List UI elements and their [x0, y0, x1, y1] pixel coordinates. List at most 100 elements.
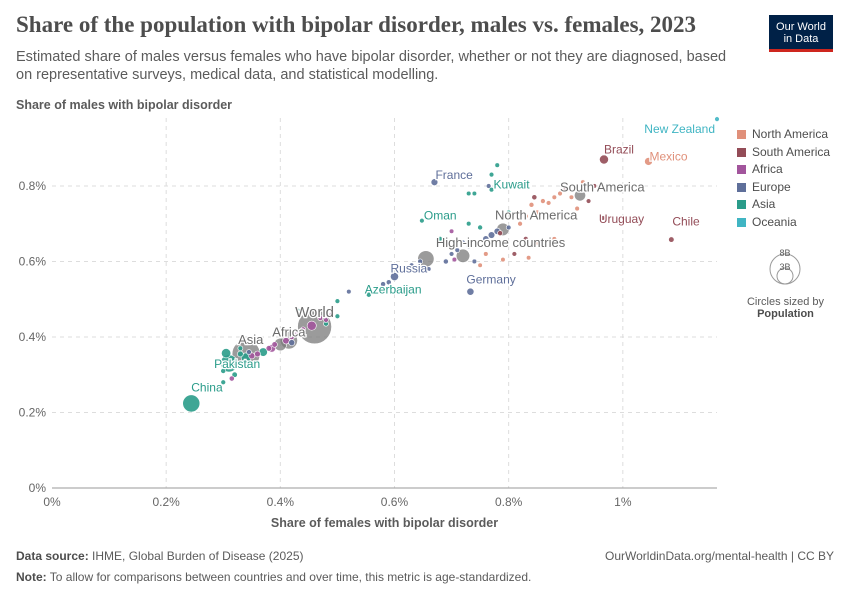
data-point[interactable] [460, 239, 466, 246]
data-point[interactable] [591, 183, 597, 189]
data-point[interactable] [497, 230, 503, 237]
data-point[interactable] [477, 224, 483, 231]
data-point[interactable] [334, 298, 341, 304]
data-source-text[interactable]: IHME, Global Burden of Disease (2025) [92, 549, 304, 563]
data-source: Data source: IHME, Global Burden of Dise… [16, 549, 303, 563]
point-russia[interactable] [390, 272, 399, 281]
data-point[interactable] [237, 350, 244, 358]
data-point[interactable] [477, 262, 483, 268]
data-point[interactable] [306, 320, 317, 331]
data-point[interactable] [265, 345, 273, 352]
data-point[interactable] [451, 256, 458, 263]
data-point[interactable] [506, 209, 512, 215]
data-point[interactable] [534, 209, 540, 216]
legend-item-oceania[interactable]: Oceania [737, 215, 797, 229]
data-point[interactable] [482, 235, 490, 243]
data-point[interactable] [523, 236, 529, 242]
data-point[interactable] [540, 198, 546, 204]
data-point[interactable] [246, 349, 252, 355]
data-point[interactable] [528, 202, 535, 208]
legend-item-europe[interactable]: Europe [737, 180, 791, 194]
data-point[interactable] [254, 350, 261, 358]
data-point[interactable] [228, 375, 235, 382]
data-point[interactable] [551, 236, 557, 242]
owid-logo[interactable]: Our World in Data [769, 15, 833, 52]
point-south-america[interactable] [574, 189, 586, 202]
point-pakistan[interactable] [221, 348, 232, 359]
data-point[interactable] [288, 339, 296, 347]
point-chile[interactable] [668, 236, 675, 243]
y-tick-label: 0.2% [19, 405, 47, 419]
data-point[interactable] [568, 194, 575, 200]
data-point[interactable] [466, 221, 472, 227]
data-point[interactable] [574, 205, 580, 212]
data-point[interactable] [437, 236, 443, 242]
data-point[interactable] [329, 311, 335, 318]
data-point[interactable] [288, 334, 295, 340]
point-uruguay[interactable] [600, 215, 606, 221]
data-point[interactable] [454, 247, 461, 253]
legend-item-africa[interactable]: Africa [737, 162, 783, 176]
scatter-points[interactable] [182, 116, 720, 413]
data-point[interactable] [408, 262, 415, 268]
data-point[interactable] [487, 231, 496, 239]
data-point[interactable] [220, 368, 227, 374]
point-china[interactable] [182, 394, 201, 413]
data-point[interactable] [466, 243, 472, 250]
data-point[interactable] [488, 171, 495, 178]
data-point[interactable] [346, 289, 352, 295]
data-point[interactable] [455, 248, 471, 263]
legend-item-south-america[interactable]: South America [737, 145, 830, 159]
data-point[interactable] [500, 256, 506, 263]
data-point[interactable] [334, 313, 341, 319]
data-point[interactable] [448, 228, 455, 234]
data-point[interactable] [483, 251, 489, 257]
data-point[interactable] [294, 307, 301, 314]
data-point[interactable] [531, 194, 538, 201]
data-point[interactable] [505, 224, 512, 231]
legend-item-north-america[interactable]: North America [737, 127, 828, 141]
data-point[interactable] [485, 183, 492, 189]
data-point[interactable] [585, 198, 592, 204]
point-germany[interactable] [466, 287, 475, 296]
data-point[interactable] [471, 258, 478, 265]
point-new-zealand[interactable] [714, 116, 720, 122]
data-point[interactable] [526, 255, 532, 261]
data-point[interactable] [466, 190, 472, 197]
data-point[interactable] [417, 258, 423, 265]
point-mexico[interactable] [644, 157, 653, 166]
point-oman[interactable] [419, 218, 425, 224]
point-france[interactable] [430, 178, 439, 186]
data-point[interactable] [580, 179, 586, 185]
point-brazil[interactable] [599, 154, 609, 165]
data-point[interactable] [517, 220, 523, 227]
point-kuwait[interactable] [488, 187, 495, 193]
data-point[interactable] [385, 279, 392, 286]
data-point[interactable] [511, 251, 518, 257]
site-link[interactable]: OurWorldinData.org/mental-health | CC BY [605, 549, 834, 563]
data-point[interactable] [403, 266, 409, 272]
data-point[interactable] [237, 345, 244, 352]
data-point[interactable] [494, 162, 500, 168]
data-point[interactable] [271, 341, 278, 348]
data-point[interactable] [534, 239, 540, 246]
data-point[interactable] [557, 190, 563, 197]
legend-item-asia[interactable]: Asia [737, 197, 775, 211]
data-point[interactable] [317, 315, 324, 321]
data-point[interactable] [562, 186, 569, 193]
data-point[interactable] [551, 194, 557, 200]
data-point[interactable] [448, 251, 455, 257]
data-point[interactable] [294, 330, 301, 337]
data-point[interactable] [443, 258, 449, 265]
point-azerbaijan[interactable] [365, 291, 372, 298]
data-point[interactable] [426, 266, 432, 272]
data-point[interactable] [471, 190, 478, 197]
data-point[interactable] [374, 285, 381, 291]
data-point[interactable] [323, 317, 329, 323]
y-tick-label: 0.6% [19, 254, 47, 268]
data-point[interactable] [220, 379, 226, 386]
data-point[interactable] [300, 326, 307, 333]
data-point[interactable] [545, 200, 552, 206]
data-point[interactable] [522, 213, 529, 220]
data-point[interactable] [380, 281, 386, 287]
